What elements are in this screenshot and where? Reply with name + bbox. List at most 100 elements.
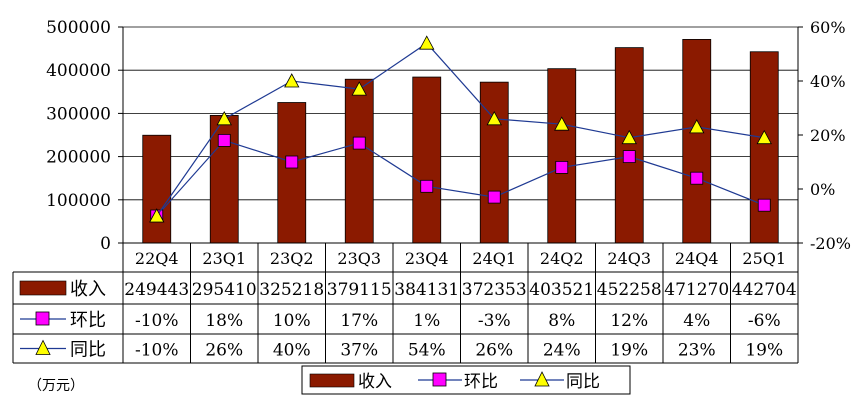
yoy-point xyxy=(419,35,435,50)
table-key-marker xyxy=(35,339,51,355)
revenue-bar xyxy=(614,47,644,244)
category-label: 22Q4 xyxy=(135,249,179,268)
legend-key-bar xyxy=(309,373,355,388)
growth-lines xyxy=(149,35,772,223)
table-cell: 10% xyxy=(273,311,311,331)
yoy-point xyxy=(756,129,772,145)
right-tick-label: 0% xyxy=(810,180,835,199)
yoy-point xyxy=(689,119,705,134)
qoq-point xyxy=(217,133,231,147)
category-label: 23Q1 xyxy=(202,249,246,268)
table-cell: 442704 xyxy=(732,280,797,300)
legend-key-marker xyxy=(534,371,550,387)
table-cell: 54% xyxy=(408,341,446,361)
revenue-bar xyxy=(142,134,172,244)
legend-label: 环比 xyxy=(464,372,498,392)
table-cell: 471270 xyxy=(664,280,729,300)
table-cell: 8% xyxy=(548,311,575,331)
table-cell: 249443 xyxy=(124,280,189,300)
table-cell: 372353 xyxy=(462,280,527,300)
table-cell: 12% xyxy=(610,311,648,331)
left-tick-label: 0 xyxy=(100,234,111,254)
left-tick-label: 500000 xyxy=(46,18,111,38)
legend-key-marker xyxy=(432,372,447,387)
series-name: 收入 xyxy=(70,279,106,300)
table-cell: 24% xyxy=(543,341,581,361)
table-cell: 295410 xyxy=(192,280,257,300)
table-cell: -6% xyxy=(748,311,781,331)
left-tick-label: 300000 xyxy=(46,104,111,124)
qoq-point xyxy=(487,190,501,204)
category-label: 23Q4 xyxy=(405,249,449,268)
qoq-point xyxy=(555,160,569,174)
revenue-bar xyxy=(682,39,712,244)
qoq-point xyxy=(420,179,434,193)
right-tick-label: 40% xyxy=(810,72,846,91)
yoy-point xyxy=(216,110,232,126)
table-cell: 23% xyxy=(678,341,716,361)
right-tick-label: 20% xyxy=(810,126,846,145)
table-cell: 37% xyxy=(340,341,378,361)
series-name: 同比 xyxy=(70,340,106,361)
category-label: 23Q3 xyxy=(337,249,381,268)
right-tick-label: -20% xyxy=(810,234,851,253)
yoy-point xyxy=(486,110,502,126)
yoy-point xyxy=(284,73,300,88)
category-label: 24Q3 xyxy=(607,249,651,268)
legend: 收入 环比 同比 xyxy=(301,365,631,395)
revenue-bar xyxy=(547,68,577,244)
right-tick-label: 60% xyxy=(810,18,846,37)
unit-label: （万元） xyxy=(28,378,84,394)
table-cell: 403521 xyxy=(529,280,594,300)
qoq-line xyxy=(156,139,765,217)
table-cell: -10% xyxy=(135,341,179,361)
table-cell: 26% xyxy=(205,341,243,361)
category-label: 25Q1 xyxy=(742,249,786,268)
category-label: 24Q4 xyxy=(675,249,719,268)
table-cell: 452258 xyxy=(597,280,662,300)
left-tick-label: 100000 xyxy=(46,191,111,211)
category-label: 24Q2 xyxy=(540,249,584,268)
revenue-bar xyxy=(749,51,779,244)
right-axis: -20% 0% 20% 40% 60% xyxy=(797,18,851,253)
table-cell: 19% xyxy=(745,341,783,361)
qoq-point xyxy=(622,150,636,164)
yoy-point xyxy=(621,129,637,145)
table-key-marker xyxy=(35,311,50,326)
series-name: 环比 xyxy=(70,310,106,331)
legend-label: 收入 xyxy=(358,372,392,392)
qoq-point xyxy=(757,198,771,212)
table-cell: -10% xyxy=(135,311,179,331)
legend-box xyxy=(301,365,631,395)
revenue-bar xyxy=(344,78,374,244)
table-cell: -3% xyxy=(478,311,511,331)
table-cell: 18% xyxy=(205,311,243,331)
qoq-point xyxy=(352,136,366,150)
qoq-point xyxy=(690,171,704,185)
revenue-bar xyxy=(479,81,509,244)
yoy-line xyxy=(156,42,765,217)
yoy-point xyxy=(149,208,165,223)
qoq-point xyxy=(285,155,299,169)
table-cell: 384131 xyxy=(394,280,459,300)
legend-label: 同比 xyxy=(566,372,600,392)
table-cell: 325218 xyxy=(259,280,324,300)
yoy-point xyxy=(554,116,570,131)
table-cell: 40% xyxy=(273,341,311,361)
table-cell: 19% xyxy=(610,341,648,361)
revenue-bar xyxy=(412,76,442,244)
left-tick-label: 400000 xyxy=(46,61,111,81)
left-tick-label: 200000 xyxy=(46,148,111,168)
table-cell: 379115 xyxy=(327,280,392,300)
table-cell: 26% xyxy=(475,341,513,361)
category-label: 24Q1 xyxy=(472,249,516,268)
revenue-bars xyxy=(142,39,779,244)
table-cell: 4% xyxy=(683,311,710,331)
table-key-bar xyxy=(19,280,67,296)
left-axis: 0 100000 200000 300000 400000 500000 xyxy=(46,18,124,254)
table-cell: 17% xyxy=(340,311,378,331)
table-cell: 1% xyxy=(413,311,440,331)
category-label: 23Q2 xyxy=(270,249,314,268)
yoy-point xyxy=(351,81,367,96)
